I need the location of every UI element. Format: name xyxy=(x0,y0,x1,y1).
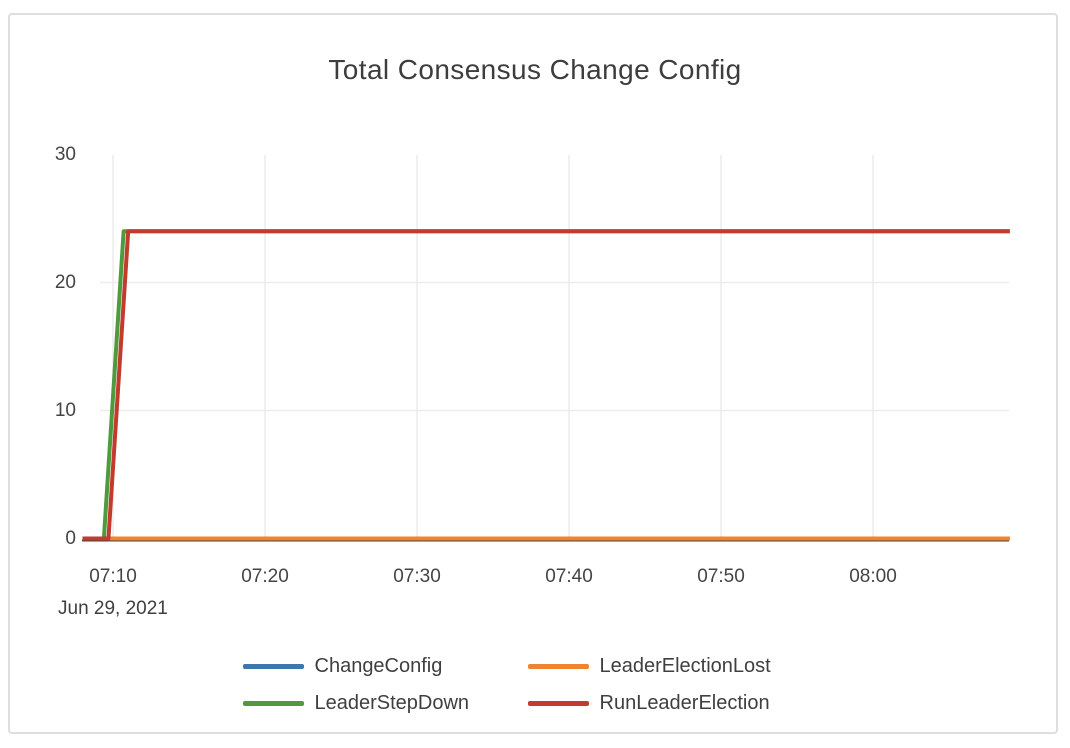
x-tick-label: 07:10 xyxy=(89,566,137,587)
chart-card xyxy=(8,13,1058,734)
legend-swatch-ChangeConfig xyxy=(242,664,304,669)
chart-title: Total Consensus Change Config xyxy=(328,54,742,85)
plot-area[interactable] xyxy=(82,155,1009,539)
legend-label: LeaderElectionLost xyxy=(599,655,771,677)
legend-swatch-RunLeaderElection xyxy=(527,701,589,706)
x-tick-label: 07:50 xyxy=(697,566,745,587)
x-tick-label: 07:30 xyxy=(393,566,441,587)
x-axis-date-label: Jun 29, 2021 xyxy=(58,598,168,619)
y-tick-label: 20 xyxy=(54,271,76,293)
series-line-RunLeaderElection xyxy=(82,229,1010,541)
legend-label: ChangeConfig xyxy=(314,655,443,677)
legend-item-LeaderStepDown[interactable]: LeaderStepDown xyxy=(242,690,528,717)
x-tick-label: 08:00 xyxy=(849,566,897,587)
legend-item-RunLeaderElection[interactable]: RunLeaderElection xyxy=(527,690,828,717)
legend-item-LeaderElectionLost[interactable]: LeaderElectionLost xyxy=(527,653,828,680)
x-tick-label: 07:20 xyxy=(241,566,289,587)
chart-legend: ChangeConfig LeaderElectionLost LeaderStep… xyxy=(0,653,1070,717)
legend-swatch-LeaderStepDown xyxy=(242,701,304,706)
legend-label: RunLeaderElection xyxy=(599,692,770,714)
legend-item-ChangeConfig[interactable]: ChangeConfig xyxy=(242,653,528,680)
legend-swatch-LeaderElectionLost xyxy=(527,664,589,669)
legend-label: LeaderStepDown xyxy=(314,692,470,714)
y-tick-label: 30 xyxy=(54,143,76,165)
y-tick-label: 0 xyxy=(65,527,76,549)
x-tick-label: 07:40 xyxy=(545,566,593,587)
y-tick-label: 10 xyxy=(54,399,76,421)
